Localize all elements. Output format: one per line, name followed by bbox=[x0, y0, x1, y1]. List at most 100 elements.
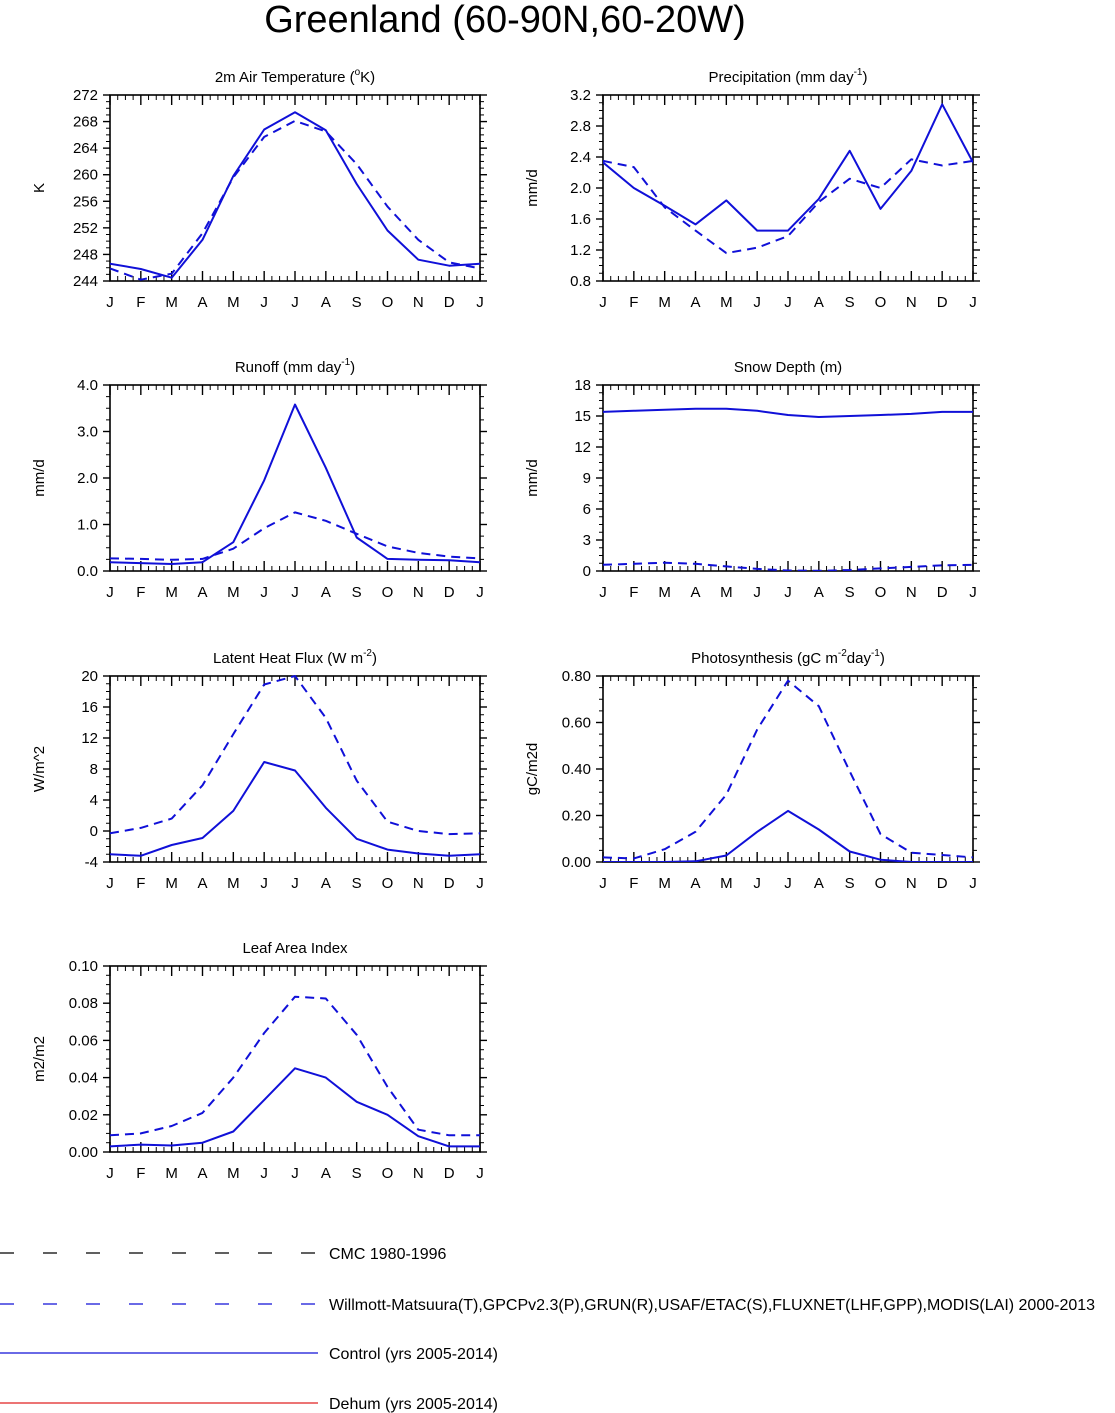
y-tick-label: -4 bbox=[85, 854, 98, 871]
panel-lhf: Latent Heat Flux (W m-2) J F M A M J J A S O N D J -4 0… bbox=[31, 648, 487, 892]
x-tick-label: M bbox=[165, 1165, 178, 1182]
y-tick-label: 0.20 bbox=[562, 808, 591, 825]
title-part: ) bbox=[880, 650, 885, 667]
title-part: Snow Depth (m) bbox=[734, 359, 842, 376]
x-tick-label: M bbox=[227, 1165, 240, 1182]
title-part: day bbox=[847, 650, 872, 667]
x-tick-label: A bbox=[197, 875, 207, 892]
x-tick-label: J bbox=[753, 584, 761, 601]
y-tick-label: 20 bbox=[81, 668, 98, 685]
series-line-observations bbox=[110, 119, 480, 281]
series-line-observations bbox=[110, 995, 480, 1137]
x-tick-label: S bbox=[845, 584, 855, 601]
x-tick-label: O bbox=[875, 584, 887, 601]
plot-frame bbox=[109, 384, 481, 572]
panel-title: Runoff (mm day-1) bbox=[235, 357, 355, 376]
y-tick-label: 0.40 bbox=[562, 761, 591, 778]
y-tick-label: 0.60 bbox=[562, 715, 591, 732]
x-tick-label: M bbox=[720, 294, 733, 311]
plot-frame bbox=[602, 675, 974, 863]
panel-title: 2m Air Temperature (oK) bbox=[215, 67, 375, 86]
x-tick-label: J bbox=[969, 584, 977, 601]
y-tick-label: 1.2 bbox=[570, 242, 591, 259]
x-tick-label: A bbox=[321, 584, 331, 601]
y-tick-label: 2.0 bbox=[77, 470, 98, 487]
panel-title: Leaf Area Index bbox=[242, 940, 348, 957]
x-tick-label: O bbox=[382, 584, 394, 601]
x-tick-label: N bbox=[413, 294, 424, 311]
y-tick-label: 3.2 bbox=[570, 87, 591, 104]
x-tick-label: J bbox=[291, 1165, 299, 1182]
y-axis-label: mm/d bbox=[31, 459, 48, 497]
plot-frame bbox=[602, 94, 974, 282]
title-part: Precipitation (mm day bbox=[709, 69, 855, 86]
x-tick-label: J bbox=[106, 875, 114, 892]
y-tick-label: 12 bbox=[574, 439, 591, 456]
x-tick-label: D bbox=[937, 875, 948, 892]
x-tick-label: A bbox=[690, 294, 700, 311]
x-tick-label: M bbox=[720, 584, 733, 601]
x-tick-label: M bbox=[227, 584, 240, 601]
x-tick-label: A bbox=[690, 584, 700, 601]
y-axis-label: mm/d bbox=[524, 459, 541, 497]
x-tick-label: J bbox=[969, 294, 977, 311]
x-tick-label: M bbox=[658, 584, 671, 601]
x-tick-label: J bbox=[476, 294, 484, 311]
y-tick-label: 16 bbox=[81, 699, 98, 716]
x-tick-label: J bbox=[599, 584, 607, 601]
y-tick-label: 0.02 bbox=[69, 1107, 98, 1124]
title-superscript: -1 bbox=[341, 357, 350, 368]
x-tick-label: A bbox=[814, 875, 824, 892]
y-tick-label: 0.8 bbox=[570, 273, 591, 290]
x-tick-label: J bbox=[260, 584, 268, 601]
y-tick-label: 9 bbox=[583, 470, 591, 487]
y-tick-label: 0.04 bbox=[69, 1070, 98, 1087]
x-tick-label: A bbox=[197, 1165, 207, 1182]
title-superscript: o bbox=[355, 67, 361, 78]
panel-temp: 2m Air Temperature (oK) J F M A M J J A S O N D J 244 2… bbox=[31, 67, 487, 311]
x-tick-label: N bbox=[413, 584, 424, 601]
title-part: Photosynthesis (gC m bbox=[691, 650, 838, 667]
x-tick-label: N bbox=[906, 294, 917, 311]
series-line-control bbox=[603, 407, 973, 418]
x-tick-label: M bbox=[658, 294, 671, 311]
x-tick-label: M bbox=[165, 875, 178, 892]
x-tick-label: A bbox=[321, 1165, 331, 1182]
panel-lai: Leaf Area Index J F M A M J J A S O N D J 0.00 0.02 0.04… bbox=[31, 940, 487, 1182]
plot-frame bbox=[109, 675, 481, 863]
x-tick-label: S bbox=[352, 294, 362, 311]
x-tick-label: O bbox=[382, 1165, 394, 1182]
title-part: Runoff (mm day bbox=[235, 359, 342, 376]
x-tick-label: J bbox=[599, 875, 607, 892]
x-tick-label: S bbox=[352, 584, 362, 601]
panel-gpp: Photosynthesis (gC m-2day-1) J F M A M J J A S O N D… bbox=[524, 648, 980, 892]
y-tick-label: 0.00 bbox=[562, 854, 591, 871]
x-tick-label: S bbox=[352, 1165, 362, 1182]
series-line-observations bbox=[603, 158, 973, 255]
x-tick-label: S bbox=[845, 875, 855, 892]
legend-item: Willmott-Matsuura(T),GPCPv2.3(P),GRUN(R)… bbox=[0, 1297, 1095, 1314]
x-tick-label: D bbox=[444, 294, 455, 311]
y-tick-label: 0 bbox=[583, 563, 591, 580]
series-line-observations bbox=[603, 561, 973, 571]
y-tick-label: 6 bbox=[583, 501, 591, 518]
x-tick-label: M bbox=[227, 875, 240, 892]
x-tick-label: N bbox=[906, 584, 917, 601]
series-line-control bbox=[110, 403, 480, 565]
series-line-observations bbox=[110, 675, 480, 836]
y-tick-label: 0.08 bbox=[69, 995, 98, 1012]
x-tick-label: A bbox=[197, 294, 207, 311]
legend-label: Willmott-Matsuura(T),GPCPv2.3(P),GRUN(R)… bbox=[329, 1297, 1095, 1314]
x-tick-label: F bbox=[629, 875, 638, 892]
x-tick-label: A bbox=[690, 875, 700, 892]
title-part: 2m Air Temperature ( bbox=[215, 69, 355, 86]
y-tick-label: 12 bbox=[81, 730, 98, 747]
series-line-control bbox=[110, 1067, 480, 1148]
x-tick-label: A bbox=[197, 584, 207, 601]
x-tick-label: J bbox=[260, 875, 268, 892]
y-axis-label: gC/m2d bbox=[524, 743, 541, 796]
y-axis-label: m2/m2 bbox=[31, 1036, 48, 1082]
x-tick-label: F bbox=[136, 875, 145, 892]
x-tick-label: M bbox=[658, 875, 671, 892]
